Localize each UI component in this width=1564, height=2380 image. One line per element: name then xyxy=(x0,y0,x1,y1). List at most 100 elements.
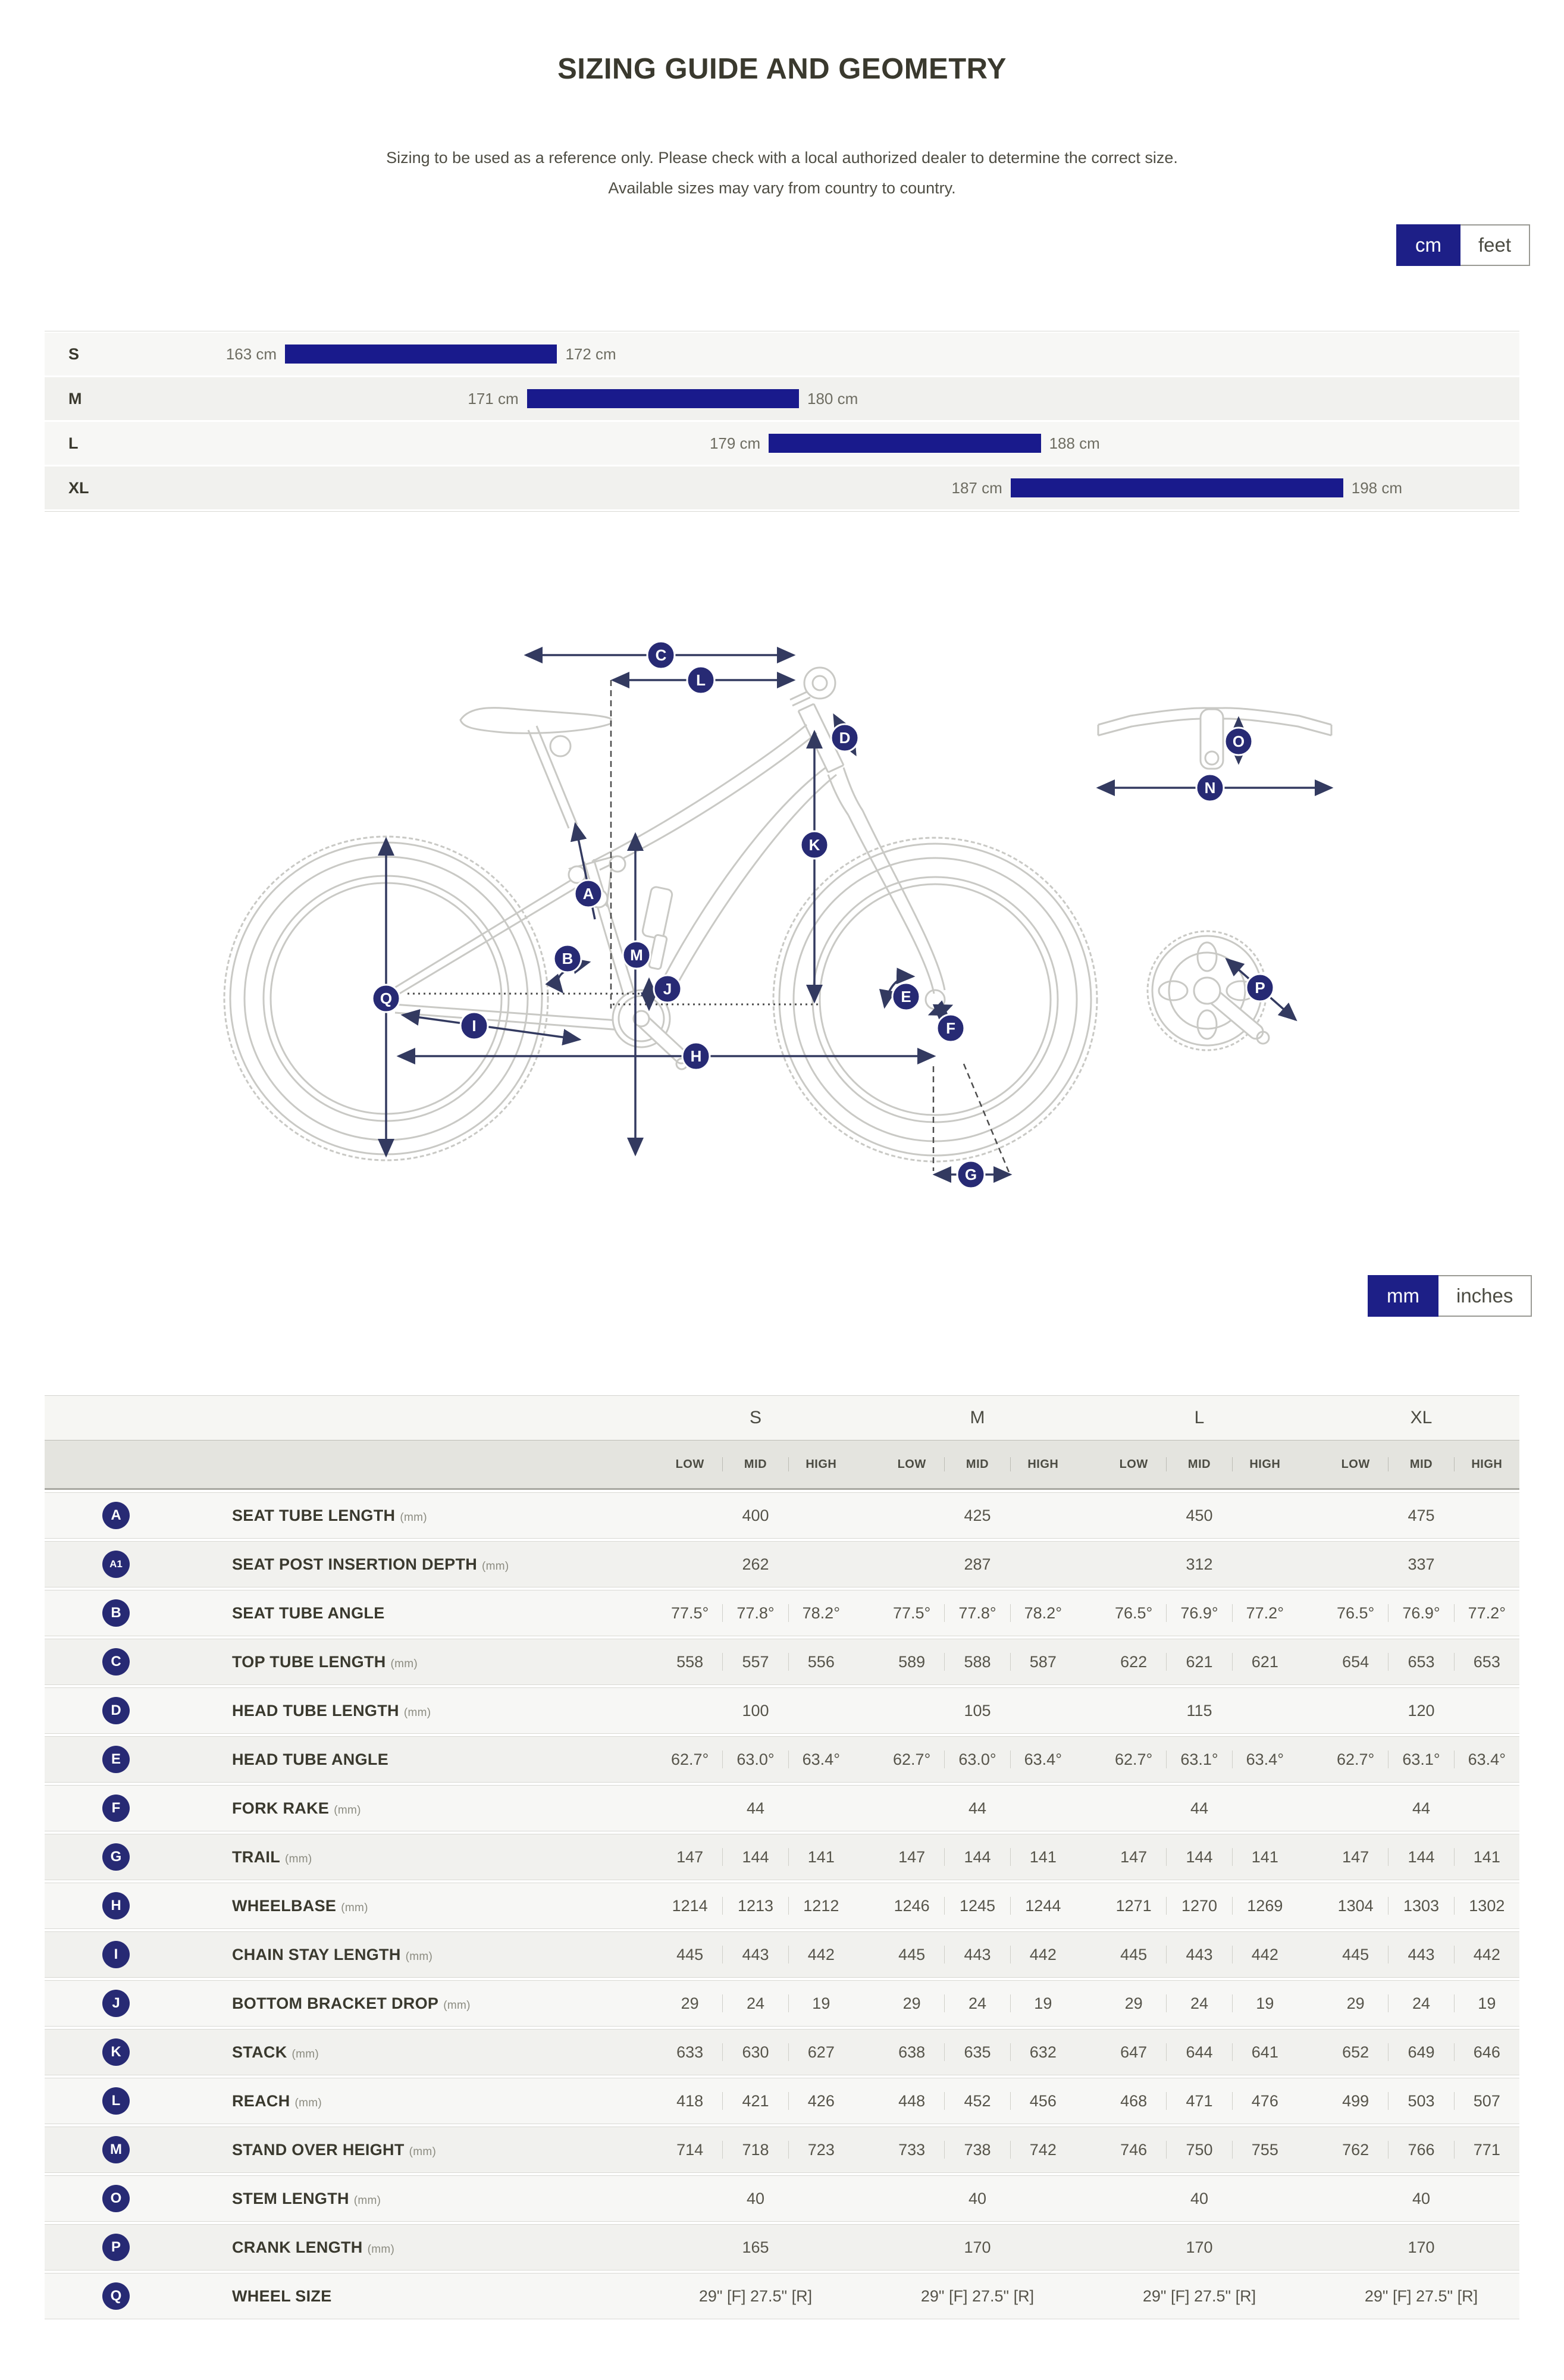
svg-text:C: C xyxy=(656,646,667,664)
value: 63.1° xyxy=(1180,1750,1218,1768)
value: 170 xyxy=(964,2238,991,2256)
divider xyxy=(1231,1750,1233,1768)
value: 1212 xyxy=(803,1896,839,1915)
divider xyxy=(1388,2141,1389,2159)
position-header-mid: MID xyxy=(744,1457,767,1471)
value: 771 xyxy=(1473,2140,1500,2159)
header-spacer xyxy=(45,1396,657,1440)
diagram-marker-H: H xyxy=(681,1041,711,1071)
inches-toggle-button[interactable]: inches xyxy=(1438,1275,1532,1317)
value: 170 xyxy=(1408,2238,1435,2256)
row-marker-E: E xyxy=(102,1746,130,1773)
range-min-label: 179 cm xyxy=(709,434,761,452)
row-label-cell: B SEAT TUBE ANGLE xyxy=(45,1590,657,1636)
diagram-marker-E: E xyxy=(891,982,921,1012)
divider xyxy=(1231,2141,1233,2159)
position-header-group-XL: LOW MID HIGH xyxy=(1323,1440,1519,1488)
row-label-cell: O STEM LENGTH (mm) xyxy=(45,2176,657,2221)
divider xyxy=(1166,1604,1167,1622)
value-group-M: 1246 1245 1244 xyxy=(879,1883,1076,1928)
value: 475 xyxy=(1408,1506,1435,1524)
row-marker-G: G xyxy=(102,1843,130,1871)
value: 144 xyxy=(1186,1847,1213,1866)
divider xyxy=(944,1750,945,1768)
value: 147 xyxy=(1120,1847,1148,1866)
divider xyxy=(1453,1946,1455,1964)
size-label: L xyxy=(68,434,79,452)
divider xyxy=(1166,1994,1167,2012)
position-header-group-L: LOW MID HIGH xyxy=(1101,1440,1297,1488)
row-label: SEAT POST INSERTION DEPTH (mm) xyxy=(232,1555,509,1574)
value-group-S: 558 557 556 xyxy=(657,1639,854,1684)
divider xyxy=(1388,2092,1389,2110)
value: 588 xyxy=(964,1652,991,1671)
size-header-S: S xyxy=(749,1408,761,1427)
value-group-XL: 1304 1303 1302 xyxy=(1323,1883,1519,1928)
divider xyxy=(1166,2092,1167,2110)
row-label-cell: P CRANK LENGTH (mm) xyxy=(45,2225,657,2270)
divider xyxy=(1453,2092,1455,2110)
row-unit: (mm) xyxy=(284,1852,312,1865)
value-group-L: 29" [F] 27.5" [R] xyxy=(1101,2273,1297,2319)
size-header-XL: XL xyxy=(1410,1408,1433,1427)
value-group-S: 29" [F] 27.5" [R] xyxy=(657,2273,854,2319)
value-group-S: 100 xyxy=(657,1688,854,1733)
value: 750 xyxy=(1186,2140,1213,2159)
value: 450 xyxy=(1186,1506,1213,1524)
value: 24 xyxy=(1412,1994,1431,2012)
value: 63.1° xyxy=(1402,1750,1440,1768)
row-label-cell: Q WHEEL SIZE xyxy=(45,2273,657,2319)
divider xyxy=(1388,1457,1389,1471)
divider xyxy=(1010,2043,1011,2061)
value: 445 xyxy=(676,1945,704,1964)
row-label-cell: J BOTTOM BRACKET DROP (mm) xyxy=(45,1981,657,2026)
size-row-S: S 163 cm 172 cm xyxy=(45,333,1519,375)
table-position-header-row: LOW MID HIGH LOW MID HIGH LOW MID HIGH LOW MID HIGH xyxy=(45,1440,1519,1490)
value: 287 xyxy=(964,1555,991,1573)
position-header-group-M: LOW MID HIGH xyxy=(879,1440,1076,1488)
value: 337 xyxy=(1408,1555,1435,1573)
divider xyxy=(1166,2141,1167,2159)
value: 29 xyxy=(902,1994,921,2012)
value: 635 xyxy=(964,2043,991,2061)
divider xyxy=(1010,2141,1011,2159)
size-header-L: L xyxy=(1194,1408,1205,1427)
svg-text:A: A xyxy=(583,885,594,903)
diagram-marker-N: N xyxy=(1195,773,1225,803)
row-marker-Q: Q xyxy=(102,2282,130,2310)
value: 76.9° xyxy=(1180,1604,1218,1622)
value: 723 xyxy=(807,2140,835,2159)
feet-toggle-button[interactable]: feet xyxy=(1460,224,1531,266)
row-label-text: WHEEL SIZE xyxy=(232,2287,332,2305)
row-marker-K: K xyxy=(102,2038,130,2066)
diagram-marker-B: B xyxy=(553,944,582,973)
table-row-k: K STACK (mm) 633 630 627 638 635 632 647 644 641 652… xyxy=(45,2029,1519,2075)
svg-text:H: H xyxy=(691,1047,702,1065)
row-label-cell: K STACK (mm) xyxy=(45,2030,657,2075)
value: 63.4° xyxy=(1024,1750,1062,1768)
size-row-XL: XL 187 cm 198 cm xyxy=(45,466,1519,509)
row-marker-C: C xyxy=(102,1648,130,1676)
row-marker-A1: A1 xyxy=(102,1551,130,1578)
diagram-marker-C: C xyxy=(646,640,676,670)
position-headers: LOW MID HIGH LOW MID HIGH LOW MID HIGH LOW MID HIGH xyxy=(657,1440,1519,1488)
value: 29 xyxy=(681,1994,699,2012)
svg-text:I: I xyxy=(472,1017,476,1035)
divider xyxy=(1453,1994,1455,2012)
value-group-L: 312 xyxy=(1101,1542,1297,1587)
mm-toggle-button[interactable]: mm xyxy=(1368,1275,1438,1317)
value: 442 xyxy=(1251,1945,1278,1964)
value: 78.2° xyxy=(802,1604,840,1622)
value: 589 xyxy=(898,1652,926,1671)
divider xyxy=(944,1457,945,1471)
row-label: STEM LENGTH (mm) xyxy=(232,2190,381,2208)
value: 147 xyxy=(898,1847,926,1866)
value: 63.0° xyxy=(736,1750,775,1768)
cm-toggle-button[interactable]: cm xyxy=(1396,224,1460,266)
value: 766 xyxy=(1408,2140,1435,2159)
row-label-cell: M STAND OVER HEIGHT (mm) xyxy=(45,2127,657,2172)
size-label: M xyxy=(68,389,82,408)
position-header-high: HIGH xyxy=(1027,1457,1059,1471)
row-label-cell: G TRAIL (mm) xyxy=(45,1834,657,1880)
value-group-XL: 120 xyxy=(1323,1688,1519,1733)
